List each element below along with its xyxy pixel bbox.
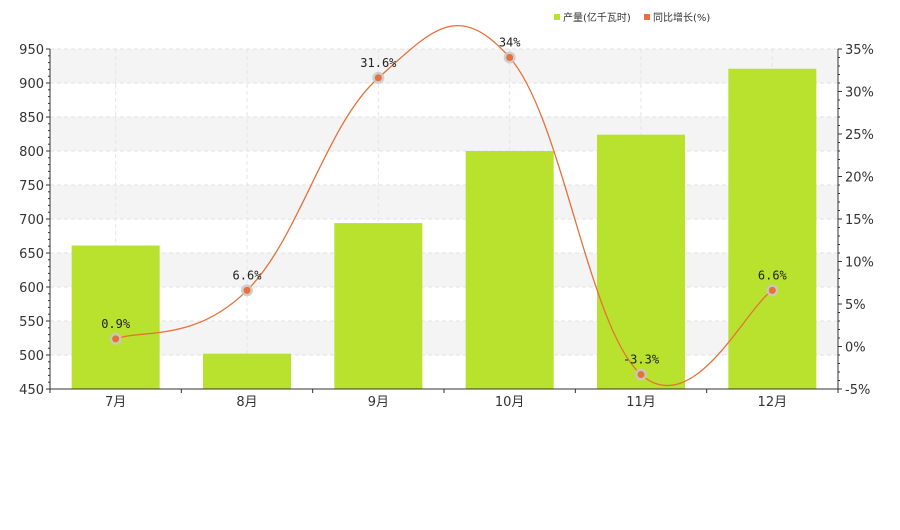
left-tick-label: 600 (19, 281, 44, 296)
legend-swatch-bar (554, 14, 560, 20)
bar-12月 (728, 68, 817, 389)
right-tick-label: 10% (845, 256, 874, 271)
point-10月 (506, 54, 514, 61)
legend-label-line: 同比增长(%) (653, 11, 710, 24)
background-band (50, 185, 838, 219)
line-series (109, 25, 779, 387)
bar-8月 (203, 353, 291, 389)
left-tick-label: 750 (19, 179, 44, 194)
legend-swatch-line (644, 14, 650, 20)
background-band (50, 117, 838, 151)
left-tick-label: 800 (19, 145, 44, 160)
background-band (50, 49, 838, 83)
data-label-7月: 0.9% (101, 317, 131, 331)
right-tick-label: 35% (845, 43, 874, 58)
point-8月 (243, 286, 251, 294)
data-label-9月: 31.6% (360, 56, 397, 70)
data-label-10月: 34% (499, 36, 521, 50)
right-tick-label: 15% (845, 213, 874, 228)
left-tick-label: 700 (19, 213, 44, 228)
bar-10月 (465, 151, 554, 389)
grid-lines (50, 48, 838, 389)
left-tick-label: 550 (19, 315, 44, 330)
background-band (50, 253, 838, 287)
plot-background-bands (50, 49, 838, 355)
bar-9月 (334, 223, 423, 389)
right-tick-label: 30% (845, 86, 874, 101)
data-label-12月: 6.6% (758, 268, 788, 282)
point-11月 (637, 371, 645, 379)
point-9月 (374, 74, 382, 82)
data-labels: 0.9% 6.6% 31.6% 34% -3.3% 6.6% (101, 36, 787, 367)
background-band (50, 321, 838, 355)
legend-label-bar: 产量(亿千瓦时) (563, 11, 631, 24)
legend: 产量(亿千瓦时) 同比增长(%) (554, 11, 710, 24)
bar-11月 (597, 134, 685, 389)
right-tick-label: -5% (845, 383, 870, 398)
x-tick-label: 12月 (758, 395, 788, 410)
left-y-axis-ticks: 450 500 550 600 650 700 750 800 850 900 950 (19, 43, 50, 398)
data-label-11月: -3.3% (623, 353, 660, 367)
right-tick-label: 20% (845, 171, 874, 186)
right-y-axis-ticks: -5% 0% 5% 10% 15% 20% 25% 30% 35% (838, 43, 874, 398)
left-tick-label: 950 (19, 43, 44, 58)
x-tick-label: 10月 (495, 395, 525, 410)
left-tick-label: 450 (19, 383, 44, 398)
bar-7月 (71, 245, 160, 389)
right-tick-label: 25% (845, 128, 874, 143)
x-tick-label: 8月 (236, 395, 257, 410)
left-tick-label: 500 (19, 349, 44, 364)
data-label-8月: 6.6% (233, 268, 263, 282)
left-tick-label: 850 (19, 111, 44, 126)
bar-series (71, 68, 817, 389)
point-12月 (768, 286, 776, 294)
x-tick-label: 11月 (626, 395, 656, 410)
point-7月 (112, 335, 120, 343)
right-tick-label: 0% (845, 341, 866, 356)
right-tick-label: 5% (845, 298, 866, 313)
x-axis-ticks: 7月 8月 9月 10月 11月 12月 (49, 389, 839, 410)
x-tick-label: 7月 (105, 395, 126, 410)
x-tick-label: 9月 (368, 395, 389, 410)
left-tick-label: 900 (19, 77, 44, 92)
left-tick-label: 650 (19, 247, 44, 262)
